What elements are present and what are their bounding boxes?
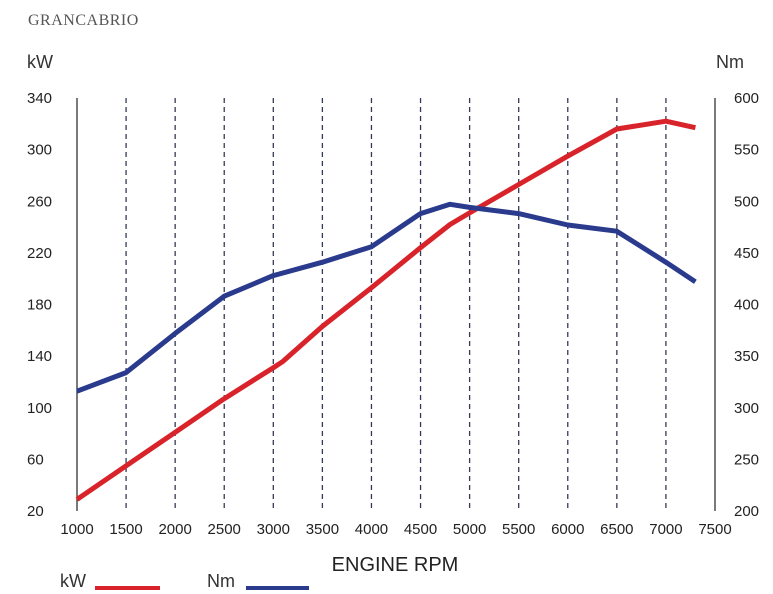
x-tick-1500: 1500	[109, 521, 142, 538]
y-left-tick-180: 180	[27, 297, 52, 314]
legend-label-kw: kW	[60, 571, 86, 591]
y-left-tick-340: 340	[27, 90, 52, 107]
x-axis-label: ENGINE RPM	[332, 554, 459, 576]
x-tick-3500: 3500	[306, 521, 339, 538]
x-tick-5500: 5500	[502, 521, 535, 538]
y-right-tick-350: 350	[734, 348, 759, 365]
y-right-tick-250: 250	[734, 451, 759, 468]
axes	[76, 98, 716, 511]
left-axis-unit: kW	[27, 52, 53, 72]
x-tick-2000: 2000	[158, 521, 191, 538]
x-tick-labels: 1000 1500 2000 2500 3000 3500 4000 4500 5000 5500…	[60, 521, 731, 538]
x-tick-5000: 5000	[453, 521, 486, 538]
series-line-nm	[76, 201, 697, 394]
y-left-tick-60: 60	[27, 451, 44, 468]
y-right-tick-450: 450	[734, 245, 759, 262]
x-tick-4000: 4000	[355, 521, 388, 538]
x-tick-7000: 7000	[649, 521, 682, 538]
y-left-tick-300: 300	[27, 142, 52, 159]
right-axis-unit: Nm	[716, 52, 744, 72]
legend-label-nm: Nm	[207, 571, 235, 591]
x-tick-3000: 3000	[257, 521, 290, 538]
y-left-tick-140: 140	[27, 348, 52, 365]
legend: kW Nm	[60, 571, 309, 591]
x-tick-1000: 1000	[60, 521, 93, 538]
x-tick-7500: 7500	[698, 521, 731, 538]
y-right-tick-550: 550	[734, 142, 759, 159]
y-right-tick-200: 200	[734, 503, 759, 520]
y-right-tick-300: 300	[734, 400, 759, 417]
y-left-tick-260: 260	[27, 193, 52, 210]
y-right-tick-600: 600	[734, 90, 759, 107]
x-tick-6500: 6500	[600, 521, 633, 538]
y-right-tick-500: 500	[734, 193, 759, 210]
y-right-tick-400: 400	[734, 297, 759, 314]
x-tick-2500: 2500	[208, 521, 241, 538]
y-left-tick-100: 100	[27, 400, 52, 417]
series-lines	[75, 118, 697, 502]
right-y-tick-labels: 200 250 300 350 400 450 500 550 600	[734, 90, 759, 520]
vertical-gridlines	[125, 98, 667, 511]
chart-title: GRANCABRIO	[28, 12, 139, 29]
y-left-tick-20: 20	[27, 503, 44, 520]
y-left-tick-220: 220	[27, 245, 52, 262]
series-line-kw	[75, 118, 696, 502]
x-tick-4500: 4500	[404, 521, 437, 538]
left-y-tick-labels: 20 60 100 140 180 220 260 300 340	[27, 90, 52, 520]
x-tick-6000: 6000	[551, 521, 584, 538]
